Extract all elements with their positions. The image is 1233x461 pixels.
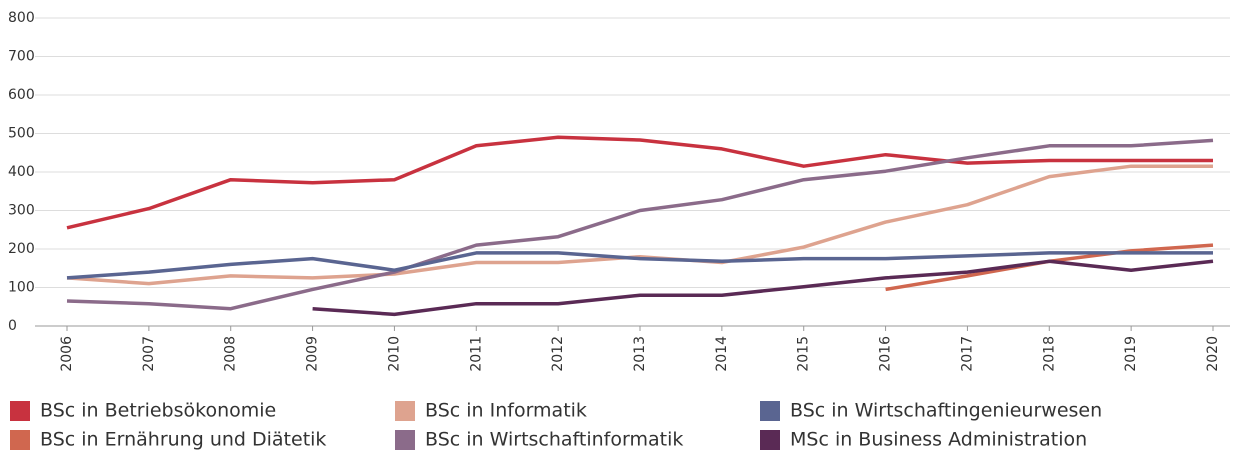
legend-swatch — [10, 430, 30, 450]
x-tick-label: 2016 — [878, 336, 894, 372]
x-tick-label: 2013 — [632, 336, 648, 372]
x-tick-label: 2010 — [386, 336, 402, 372]
series-line — [66, 251, 1213, 280]
legend-swatch — [760, 430, 780, 450]
y-tick-label: 100 — [8, 280, 35, 296]
x-tick-label: 2015 — [796, 336, 812, 372]
y-tick-label: 300 — [8, 203, 35, 219]
legend-swatch — [395, 430, 415, 450]
y-tick-label: 0 — [8, 318, 17, 334]
x-tick-label: 2009 — [305, 336, 321, 372]
y-tick-label: 500 — [8, 126, 35, 142]
legend-label: BSc in Wirtschaftingenieurwesen — [790, 400, 1102, 422]
legend-swatch — [395, 401, 415, 421]
x-tick-label: 2006 — [59, 336, 75, 372]
series-line — [312, 259, 1214, 317]
legend-label: BSc in Informatik — [425, 400, 587, 422]
series-line — [66, 164, 1213, 286]
y-tick-label: 600 — [8, 87, 35, 103]
x-tick-label: 2017 — [959, 336, 975, 372]
y-tick-label: 200 — [8, 241, 35, 257]
series-line — [66, 135, 1213, 230]
legend-label: BSc in Ernährung und Diätetik — [40, 429, 326, 451]
legend-label: BSc in Betriebsökonomie — [40, 400, 276, 422]
legend-label: MSc in Business Administration — [790, 429, 1087, 451]
x-tick-label: 2012 — [550, 336, 566, 372]
x-tick-label: 2007 — [141, 336, 157, 372]
legend-swatch — [760, 401, 780, 421]
x-tick-label: 2018 — [1041, 336, 1057, 372]
x-tick-label: 2011 — [468, 336, 484, 372]
y-tick-label: 400 — [8, 164, 35, 180]
legend-label: BSc in Wirtschaftinformatik — [425, 429, 683, 451]
x-tick-label: 2019 — [1123, 336, 1139, 372]
series-line — [66, 138, 1214, 311]
legend-swatch — [10, 401, 30, 421]
x-tick-label: 2014 — [714, 336, 730, 372]
y-tick-label: 700 — [8, 49, 35, 65]
y-tick-label: 800 — [8, 10, 35, 26]
x-tick-label: 2020 — [1205, 336, 1221, 372]
x-tick-label: 2008 — [223, 336, 239, 372]
